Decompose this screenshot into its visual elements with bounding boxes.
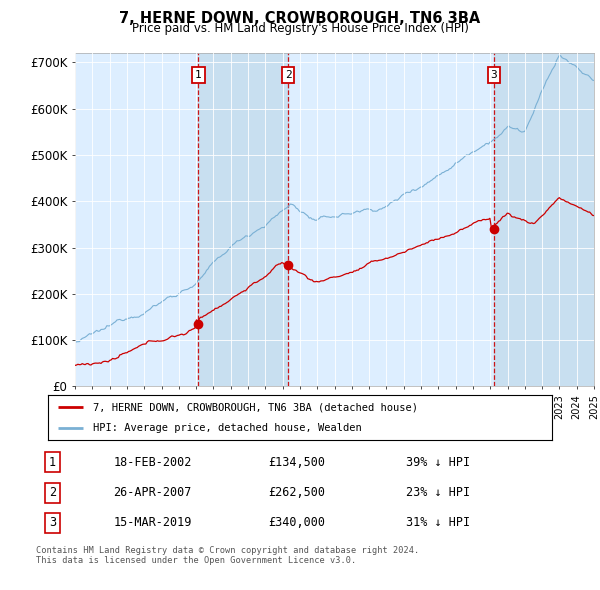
Text: 15-MAR-2019: 15-MAR-2019	[113, 516, 191, 529]
Text: Price paid vs. HM Land Registry's House Price Index (HPI): Price paid vs. HM Land Registry's House …	[131, 22, 469, 35]
Text: 3: 3	[490, 70, 497, 80]
Text: 7, HERNE DOWN, CROWBOROUGH, TN6 3BA (detached house): 7, HERNE DOWN, CROWBOROUGH, TN6 3BA (det…	[94, 402, 418, 412]
Text: 23% ↓ HPI: 23% ↓ HPI	[406, 486, 470, 499]
Text: Contains HM Land Registry data © Crown copyright and database right 2024.
This d: Contains HM Land Registry data © Crown c…	[36, 546, 419, 565]
Text: £262,500: £262,500	[268, 486, 325, 499]
Text: 2: 2	[49, 486, 56, 499]
Text: 1: 1	[195, 70, 202, 80]
Bar	[199, 53, 288, 386]
Text: 39% ↓ HPI: 39% ↓ HPI	[406, 456, 470, 469]
Text: 31% ↓ HPI: 31% ↓ HPI	[406, 516, 470, 529]
Text: £134,500: £134,500	[268, 456, 325, 469]
Text: 18-FEB-2002: 18-FEB-2002	[113, 456, 191, 469]
Text: 2: 2	[285, 70, 292, 80]
Text: £340,000: £340,000	[268, 516, 325, 529]
Text: 7, HERNE DOWN, CROWBOROUGH, TN6 3BA: 7, HERNE DOWN, CROWBOROUGH, TN6 3BA	[119, 11, 481, 25]
Text: 26-APR-2007: 26-APR-2007	[113, 486, 191, 499]
Text: 3: 3	[49, 516, 56, 529]
Text: HPI: Average price, detached house, Wealden: HPI: Average price, detached house, Weal…	[94, 422, 362, 432]
Bar	[494, 53, 594, 386]
Text: 1: 1	[49, 456, 56, 469]
